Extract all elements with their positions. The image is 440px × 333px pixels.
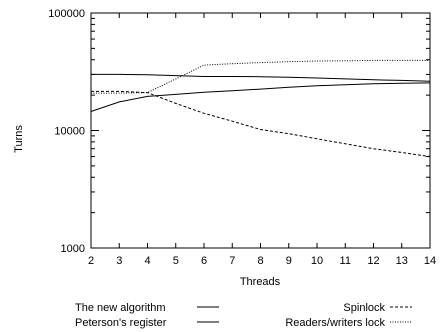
series-line-3 bbox=[91, 90, 431, 158]
axis-ticks: 2 3 4 5 6 7 8 9 10 11 12 13 14 1000 10000 100000 bbox=[48, 8, 436, 267]
x-tick-label: 14 bbox=[424, 255, 436, 267]
series-line-1 bbox=[91, 73, 431, 82]
x-tick-label: 13 bbox=[396, 255, 408, 267]
x-tick-label: 6 bbox=[201, 255, 207, 267]
x-tick-label: 4 bbox=[144, 255, 150, 267]
legend: The new algorithm Peterson's register Spin… bbox=[75, 302, 412, 329]
x-tick-label: 3 bbox=[116, 255, 122, 267]
x-tick-label: 5 bbox=[173, 255, 179, 267]
x-tick-label: 7 bbox=[229, 255, 235, 267]
series-line-2 bbox=[90, 82, 431, 112]
y-axis-title: Turns bbox=[13, 125, 25, 153]
x-tick-label: 10 bbox=[311, 255, 323, 267]
series-line-4 bbox=[91, 59, 430, 94]
legend-label: Spinlock bbox=[343, 302, 385, 314]
legend-label: The new algorithm bbox=[75, 302, 166, 314]
x-tick-label: 12 bbox=[367, 255, 379, 267]
plot-frame bbox=[90, 12, 431, 249]
y-tick-label: 100000 bbox=[48, 8, 85, 20]
series-layer bbox=[90, 59, 431, 158]
x-tick-label: 9 bbox=[286, 255, 292, 267]
x-tick-label: 11 bbox=[340, 255, 351, 267]
x-tick-label: 2 bbox=[88, 255, 94, 267]
legend-label: Peterson's register bbox=[75, 317, 167, 329]
x-tick-label: 8 bbox=[257, 255, 263, 267]
legend-label: Readers/writers lock bbox=[285, 317, 385, 329]
y-tick-label: 1000 bbox=[61, 243, 85, 255]
x-axis-title: Threads bbox=[240, 276, 281, 288]
y-tick-label: 10000 bbox=[54, 126, 85, 138]
